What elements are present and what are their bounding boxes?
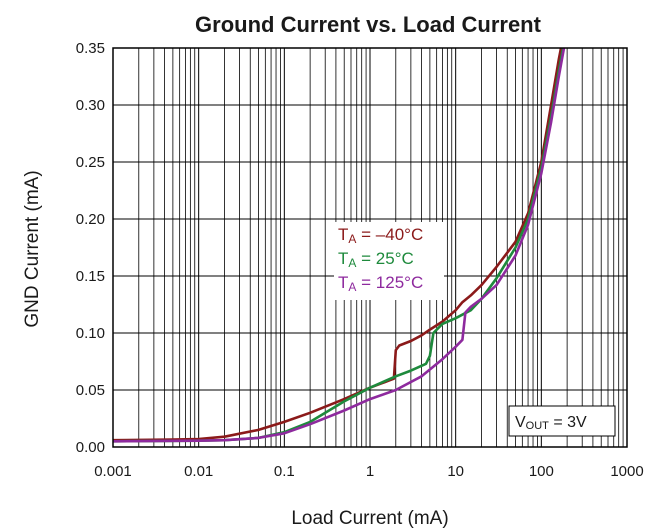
series-line-2 bbox=[113, 48, 566, 443]
vout-annotation: VOUT = 3V bbox=[508, 405, 616, 437]
y-tick-label: 0.10 bbox=[76, 325, 105, 342]
x-tick-label: 1000 bbox=[610, 463, 643, 480]
annotation-text: VOUT = 3V bbox=[515, 414, 587, 432]
x-axis-label: Load Current (mA) bbox=[291, 508, 448, 529]
x-tick-labels: 0.001 0.01 0.1 1 10 100 1000 bbox=[94, 463, 643, 480]
legend-entry-0: TA = –40°C bbox=[338, 225, 423, 246]
x-tick-label: 100 bbox=[529, 463, 554, 480]
chart-title: Ground Current vs. Load Current bbox=[195, 12, 542, 37]
legend-entry-1: TA = 25°C bbox=[338, 249, 414, 270]
x-tick-label: 1 bbox=[366, 463, 374, 480]
x-tick-label: 0.001 bbox=[94, 463, 132, 480]
x-tick-label: 0.01 bbox=[184, 463, 213, 480]
y-tick-label: 0.30 bbox=[76, 97, 105, 114]
y-tick-label: 0.25 bbox=[76, 154, 105, 171]
annotation-box bbox=[508, 405, 616, 437]
legend: TA = –40°C TA = 25°C TA = 125°C bbox=[334, 222, 444, 300]
y-tick-labels: 0.00 0.05 0.10 0.15 0.20 0.25 0.30 0.35 bbox=[76, 40, 105, 456]
y-axis-label: GND Current (mA) bbox=[22, 170, 43, 327]
y-tick-label: 0.20 bbox=[76, 211, 105, 228]
y-tick-label: 0.00 bbox=[76, 439, 105, 456]
plot-frame bbox=[112, 47, 628, 448]
y-tick-label: 0.15 bbox=[76, 268, 105, 285]
series-line-0 bbox=[113, 48, 563, 442]
y-tick-label: 0.35 bbox=[76, 40, 105, 57]
grid bbox=[112, 47, 627, 448]
y-tick-label: 0.05 bbox=[76, 382, 105, 399]
legend-box bbox=[334, 222, 444, 300]
x-tick-label: 10 bbox=[447, 463, 464, 480]
x-tick-label: 0.1 bbox=[274, 463, 295, 480]
legend-entry-2: TA = 125°C bbox=[338, 273, 423, 294]
series-curves bbox=[113, 48, 566, 443]
